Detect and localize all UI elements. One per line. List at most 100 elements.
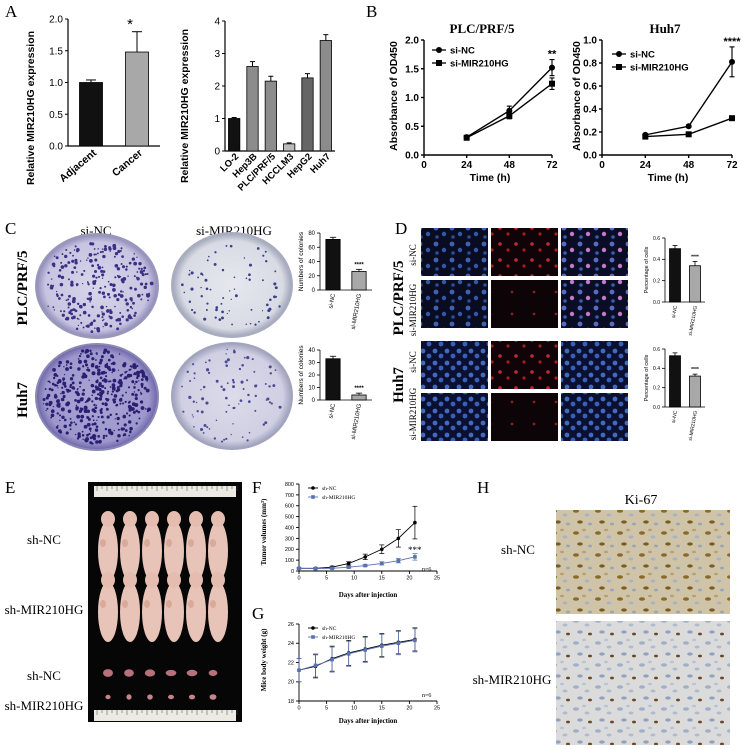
point [380,644,384,648]
colony-dot [57,424,59,427]
colony-dot [84,401,87,404]
significance-star: **** [691,254,699,260]
colony-dot [63,384,67,388]
colony-dot [143,266,147,270]
colony-dot [133,253,135,255]
colony-dot [95,276,98,279]
colony-dot [75,404,78,407]
colony-dot [222,297,225,299]
y-tick-label: 40 [308,348,315,354]
colony-dot [80,321,83,324]
colony-dot [213,437,217,440]
colony-dot [99,287,102,290]
colony-dot [78,318,80,320]
colony-dot [105,407,109,411]
colony-dot [98,397,103,401]
colony-dot [50,284,53,287]
colony-dot [49,285,54,290]
colony-dot [128,434,130,437]
colony-dot [72,254,74,257]
series-line [298,556,416,570]
colony-dot [101,316,104,319]
colony-dot [111,383,116,387]
fluor-image-plc-nc-edu [491,228,558,276]
colony-dot [99,358,103,362]
colony-dot [224,360,228,364]
fluor-image-huh7-nc-merge [561,341,628,389]
colony-dot [193,377,196,380]
y-tick-label: 0.2 [653,385,660,391]
colony-dot [112,243,117,248]
panel-d-sub-label-huh7-kd: si-MIR210HG [408,387,418,440]
colony-dot [107,358,111,362]
y-tick-label: 0.4 [583,105,597,116]
significance-star: **** [723,36,741,48]
tumor [209,694,217,700]
colony-dot [46,407,49,410]
mouse-head [101,511,115,527]
colony-dot [231,323,233,326]
panel-d-sub-label-huh7-nc: si-NC [408,351,418,373]
colony-dot [79,314,82,317]
colony-dot [69,386,72,389]
colony-dot [245,323,248,326]
colony-dot [144,282,148,286]
colony-dot [129,286,133,290]
panel-letter-d: D [395,219,408,238]
category-label: Cancer [110,147,145,179]
point [413,555,417,559]
colony-dot [145,376,148,379]
panel-h-title: Ki-67 [625,493,658,508]
colony-dot [130,368,132,370]
colony-dot [55,426,59,429]
colony-dot [63,365,65,368]
y-tick-label: 0.0 [653,405,660,411]
colony-dot [116,439,119,443]
colony-dot [104,387,107,390]
colony-dot [75,406,79,410]
colony-dot [140,392,143,395]
tumor [103,669,113,677]
bar-ylabel: Numbers of colonies [298,345,305,405]
y-tick-label: 20 [308,274,315,280]
colony-dot [109,413,112,417]
colony-dot [61,390,65,395]
colony-dot [196,410,199,413]
colony-dot [222,388,226,392]
colony-dot [102,326,104,328]
colony-dot [107,280,110,283]
fluor-image-plc-nc-merge [561,228,628,276]
colony-dot [62,395,66,399]
panel-letter-h: H [477,478,490,497]
colony-dot [241,436,244,439]
point [346,561,351,566]
colony-dot [86,422,91,427]
significance-star: ** [548,49,557,61]
colony-dot [84,440,87,443]
panel-c: si-NC si-MIR210HG PLC/PRF/5 Huh7 0 20 40 60… [15,223,372,451]
colony-dot [56,399,60,403]
panel-b-right-xlabel: Time (h) [648,172,689,184]
panel-e-label-sh-nc-tumor: sh-NC [27,668,61,683]
point [380,547,384,552]
colony-dot [82,388,86,392]
colony-dot [241,363,244,367]
colony-dot [61,386,64,389]
colony-dot [45,402,49,406]
y-tick-label: 100 [285,558,294,564]
colony-dot [96,353,98,356]
colony-dot [56,290,58,293]
y-tick-label: 0 [312,288,316,294]
colony-dot [73,421,76,424]
colony-dot [61,253,64,256]
colony-dot [110,432,114,436]
colony-dot [57,378,62,383]
colony-dot [233,276,236,279]
colony-dot [140,406,145,410]
tumor [188,694,196,700]
colony-dot [134,287,137,291]
colony-dish-huh7-nc [35,343,159,451]
mouse [186,521,206,581]
colony-dot [94,396,98,401]
legend-marker [616,64,622,70]
